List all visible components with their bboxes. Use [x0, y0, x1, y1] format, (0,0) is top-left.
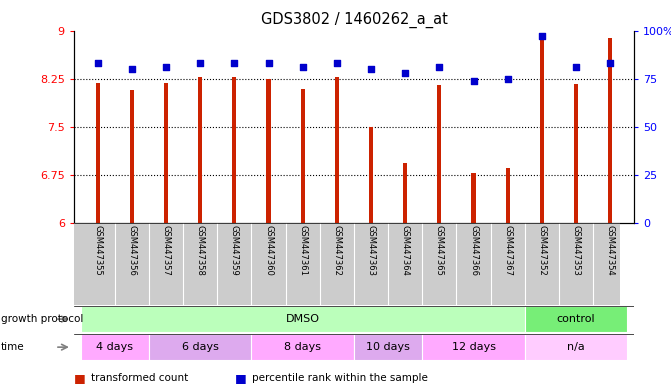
Text: GSM447359: GSM447359 [230, 225, 239, 276]
Point [468, 78, 479, 84]
Text: DMSO: DMSO [286, 314, 319, 324]
Bar [81, 334, 149, 360]
Text: growth protocol: growth protocol [1, 314, 83, 324]
Text: ■: ■ [235, 372, 247, 384]
Point [434, 64, 445, 70]
Text: 10 days: 10 days [366, 342, 410, 352]
Text: GSM447365: GSM447365 [435, 225, 444, 276]
Text: transformed count: transformed count [91, 373, 188, 383]
Text: 4 days: 4 days [97, 342, 134, 352]
Text: GSM447357: GSM447357 [162, 225, 170, 276]
Point [331, 60, 342, 66]
Text: GSM447352: GSM447352 [537, 225, 546, 276]
Title: GDS3802 / 1460262_a_at: GDS3802 / 1460262_a_at [260, 12, 448, 28]
Bar [506, 168, 510, 223]
Text: GSM447367: GSM447367 [503, 225, 512, 276]
Text: time: time [1, 342, 24, 352]
Point [229, 60, 240, 66]
Text: ■: ■ [74, 372, 86, 384]
Point [570, 64, 581, 70]
Text: 6 days: 6 days [182, 342, 219, 352]
Text: GSM447356: GSM447356 [127, 225, 136, 276]
Point [537, 33, 548, 40]
Bar [539, 33, 544, 223]
Text: 12 days: 12 days [452, 342, 495, 352]
Bar [525, 334, 627, 360]
Bar [96, 83, 100, 223]
Bar [198, 78, 202, 223]
Bar [608, 38, 612, 223]
Point [160, 64, 171, 70]
Bar [164, 83, 168, 223]
Text: GSM447354: GSM447354 [606, 225, 615, 276]
Bar [472, 174, 476, 223]
Text: n/a: n/a [567, 342, 585, 352]
Bar [437, 85, 442, 223]
Point [605, 60, 615, 66]
Text: GSM447355: GSM447355 [93, 225, 102, 276]
Point [93, 60, 103, 66]
Bar [301, 89, 305, 223]
Point [263, 60, 274, 66]
Point [297, 64, 308, 70]
Text: GSM447364: GSM447364 [401, 225, 410, 276]
Bar [369, 127, 373, 223]
Bar [266, 79, 270, 223]
Text: GSM447353: GSM447353 [572, 225, 580, 276]
Point [503, 76, 513, 82]
Text: GSM447360: GSM447360 [264, 225, 273, 276]
Text: 8 days: 8 days [285, 342, 321, 352]
Bar [354, 334, 422, 360]
Text: GSM447366: GSM447366 [469, 225, 478, 276]
Text: GSM447361: GSM447361 [298, 225, 307, 276]
Bar [149, 334, 252, 360]
Bar [335, 78, 339, 223]
Bar [525, 306, 627, 332]
Text: GSM447358: GSM447358 [196, 225, 205, 276]
Text: percentile rank within the sample: percentile rank within the sample [252, 373, 427, 383]
Text: GSM447362: GSM447362 [332, 225, 342, 276]
Point [195, 60, 205, 66]
Bar [422, 334, 525, 360]
Bar [252, 334, 354, 360]
Point [127, 66, 138, 72]
Bar [130, 89, 134, 223]
Bar [232, 77, 236, 223]
Text: GSM447363: GSM447363 [366, 225, 376, 276]
Point [366, 66, 376, 72]
Point [400, 70, 411, 76]
Bar [403, 163, 407, 223]
Bar [81, 306, 525, 332]
Text: control: control [557, 314, 595, 324]
Bar [574, 84, 578, 223]
